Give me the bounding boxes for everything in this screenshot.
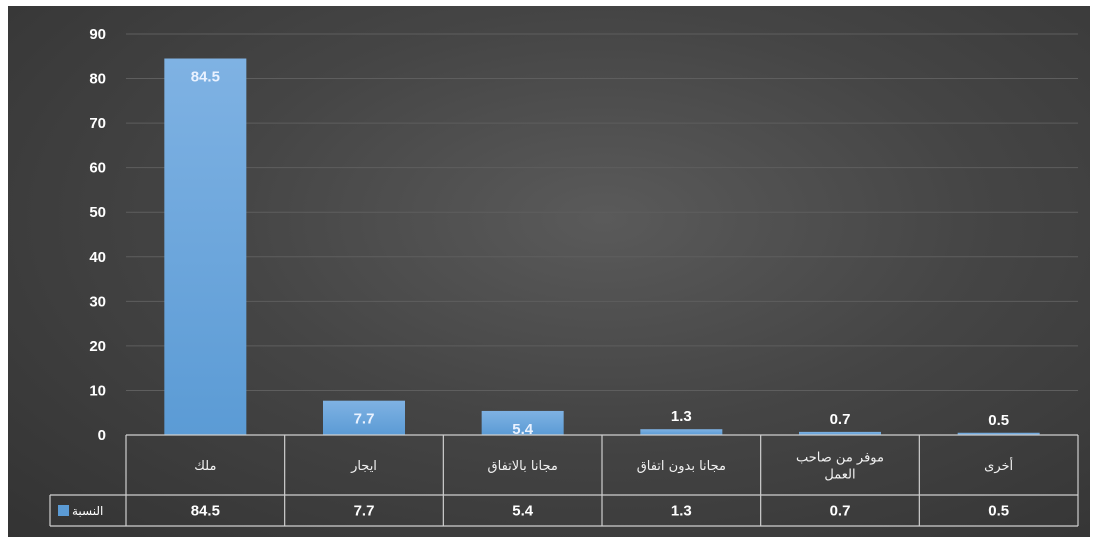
y-tick-label: 20	[89, 338, 106, 355]
x-category-label: أخرى	[984, 457, 1013, 474]
y-tick-label: 90	[89, 26, 106, 43]
bar	[640, 429, 723, 435]
table-value: 0.7	[830, 503, 851, 520]
y-tick-label: 80	[89, 71, 106, 88]
gridlines	[126, 33, 1078, 391]
y-axis: 0 10 20 30 40 50 60 70 80 90	[89, 26, 106, 444]
data-label: 0.5	[988, 412, 1009, 429]
y-tick-label: 60	[89, 160, 106, 177]
table-value: 7.7	[354, 503, 375, 520]
y-tick-label: 10	[89, 382, 106, 399]
bars	[164, 58, 1040, 435]
y-tick-label: 50	[89, 204, 106, 221]
table-value: 84.5	[191, 503, 220, 520]
y-tick-label: 30	[89, 293, 106, 310]
x-category-label: ايجار	[350, 459, 377, 474]
data-table: ملك ايجار مجانا بالاتفاق مجانا بدون اتفاق مو…	[49, 434, 1079, 527]
y-tick-label: 0	[98, 427, 106, 444]
bar	[164, 58, 247, 435]
data-label: 0.7	[830, 411, 851, 428]
data-label: 1.3	[671, 408, 692, 425]
bar	[799, 431, 881, 435]
bar	[957, 432, 1040, 435]
chart: 0 10 20 30 40 50 60 70 80 90 84.5 7.7 5.4 1.3 0.7 0.5 …	[8, 6, 1090, 537]
x-category-label: مجانا بدون اتفاق	[637, 459, 726, 474]
bar	[481, 410, 564, 435]
x-category-label: موفر من صاحب العمل	[796, 451, 884, 483]
legend-label: النسبة	[72, 504, 103, 518]
y-tick-label: 40	[89, 249, 106, 266]
table-value: 0.5	[988, 503, 1009, 520]
legend-swatch	[58, 505, 69, 516]
table-value: 1.3	[671, 503, 692, 520]
data-label: 5.4	[512, 421, 534, 438]
x-category-label: ملك	[194, 459, 216, 474]
bar	[323, 400, 405, 435]
data-label: 84.5	[191, 69, 220, 86]
x-category-label: مجانا بالاتفاق	[488, 459, 558, 474]
data-labels: 84.5 7.7 5.4 1.3 0.7 0.5	[191, 69, 1009, 438]
data-label: 7.7	[354, 411, 375, 428]
table-value: 5.4	[512, 503, 534, 520]
y-tick-label: 70	[89, 115, 106, 132]
